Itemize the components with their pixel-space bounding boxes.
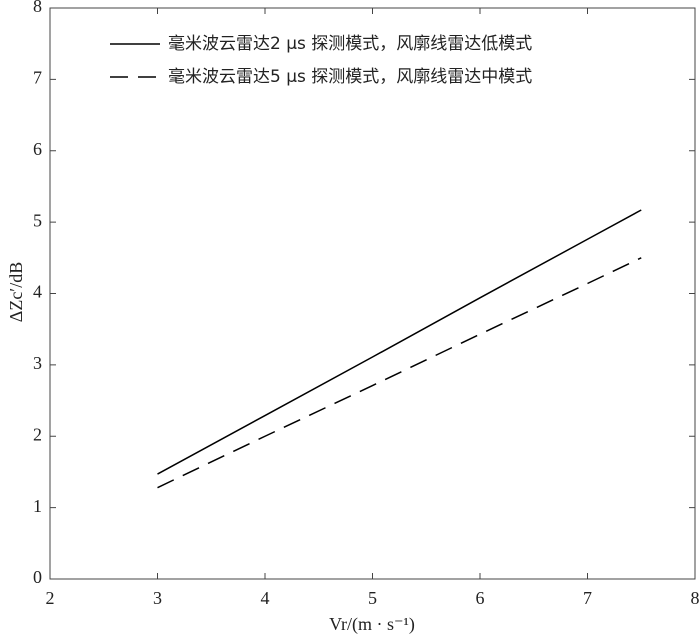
x-tick-label: 7 [583, 588, 592, 608]
y-tick-label: 6 [33, 139, 42, 159]
y-tick-label: 2 [33, 424, 42, 444]
y-tick-label: 3 [33, 353, 42, 373]
y-tick-label: 5 [33, 210, 42, 230]
legend-label: 毫米波云雷达2 μs 探测模式，风廓线雷达低模式 [168, 34, 532, 54]
y-tick-label: 1 [33, 496, 42, 516]
legend-label: 毫米波云雷达5 μs 探测模式，风廓线雷达中模式 [168, 67, 532, 87]
series-line [157, 257, 642, 489]
y-tick-label: 0 [33, 567, 42, 587]
series-line [157, 209, 642, 475]
x-tick-label: 5 [368, 588, 377, 608]
y-tick-label: 4 [33, 282, 42, 302]
x-tick-label: 4 [261, 588, 270, 608]
plot-frame [49, 7, 696, 580]
x-tick-label: 3 [153, 588, 162, 608]
y-axis-label: ΔZc′/dB [6, 262, 26, 323]
y-tick-label: 8 [33, 0, 42, 16]
y-tick-label: 7 [33, 68, 42, 88]
x-tick-label: 8 [691, 588, 700, 608]
x-tick-label: 2 [46, 588, 55, 608]
x-axis-label: Vr/(m · s⁻¹) [329, 614, 415, 635]
x-tick-label: 6 [476, 588, 485, 608]
